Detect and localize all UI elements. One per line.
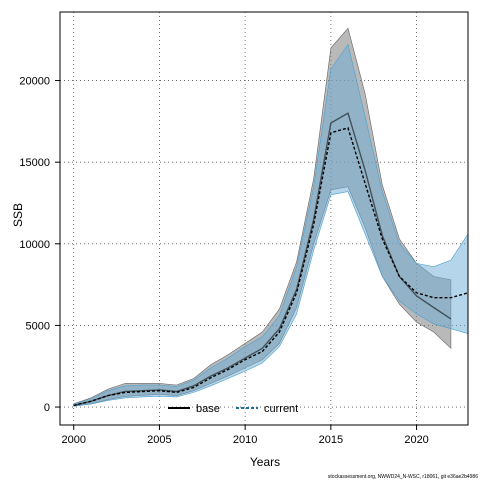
plot-frame [59,11,469,426]
footnote: stockassessment.org, NWWD24_N-WSC, r1806… [328,474,478,480]
current-confidence-band [73,43,469,407]
x-tick-label: 2010 [233,434,257,446]
y-axis: 0 5000 10000 15000 20000 [19,76,60,414]
legend: base current [168,403,298,415]
x-tick-label: 2000 [61,434,85,446]
x-tick-label: 2005 [147,434,171,446]
current-line [73,127,469,407]
x-tick-label: 2015 [319,434,343,446]
grid-layer [60,12,468,425]
base-line [73,112,452,407]
y-tick-label: 5000 [26,320,50,332]
y-tick-label: 20000 [19,76,50,88]
y-tick-label: 15000 [19,157,50,169]
legend-current-label: current [264,403,298,415]
y-tick-label: 0 [44,402,50,414]
x-axis: 2000 2005 2010 2015 2020 [61,425,429,446]
y-axis-title: SSB [11,203,25,227]
x-tick-label: 2020 [404,434,428,446]
confidence-bands [73,27,469,407]
x-axis-title: Years [250,455,280,469]
y-tick-label: 10000 [19,239,50,251]
series-lines [73,112,469,407]
legend-base-label: base [196,403,220,415]
